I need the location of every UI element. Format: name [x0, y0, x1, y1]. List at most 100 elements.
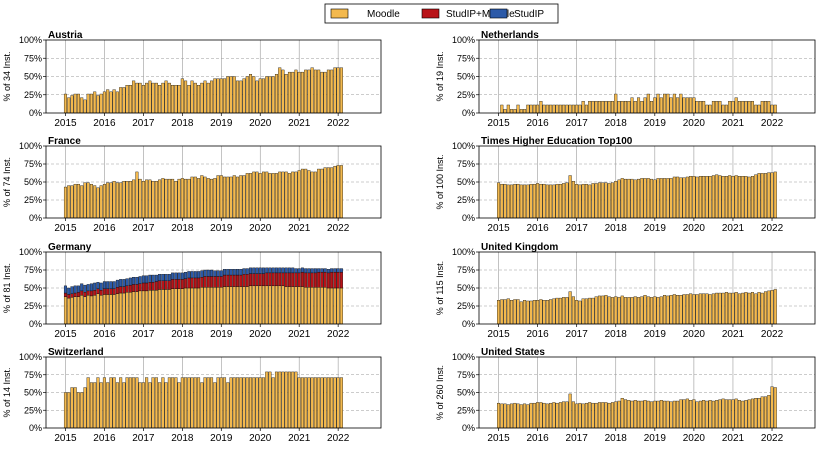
- bar-moodle: [180, 377, 184, 429]
- bar-studip: [336, 268, 340, 273]
- bar-moodle: [685, 398, 689, 429]
- bar-moodle: [659, 97, 663, 114]
- bar-moodle: [591, 183, 595, 219]
- bar-moodle: [750, 176, 754, 219]
- bar-moodle: [125, 181, 129, 219]
- x-tick-label: 2017: [132, 329, 155, 340]
- bar-moodle: [620, 178, 624, 219]
- y-tick-label: 75%: [24, 370, 42, 380]
- bar-moodle: [180, 178, 184, 219]
- y-tick-label: 0%: [29, 108, 42, 118]
- x-tick-label: 2020: [249, 118, 272, 129]
- panel-switzerland: Switzerland 0% 25% 50% 75% 100% 2015 2016 2017 20…: [2, 347, 382, 444]
- bar-studip: [141, 275, 145, 284]
- bar-studip-moodle: [138, 283, 142, 292]
- x-tick-label: 2021: [288, 433, 311, 444]
- bar-moodle: [216, 78, 220, 114]
- bar-moodle: [705, 400, 709, 429]
- bar-moodle: [754, 104, 758, 114]
- bar-moodle: [148, 289, 152, 325]
- bar-moodle: [122, 181, 126, 219]
- bar-moodle: [278, 285, 282, 325]
- bar-studip-moodle: [171, 279, 175, 289]
- bar-studip-moodle: [180, 279, 184, 289]
- panel-title: United Kingdom: [481, 242, 558, 253]
- bar-moodle: [597, 295, 601, 325]
- bar-moodle: [685, 294, 689, 325]
- panel-austria: Austria 0% 25% 50% 75% 100% 2015 2016 2017 2018 20…: [2, 30, 382, 129]
- bar-moodle: [627, 178, 631, 219]
- bar-moodle: [597, 402, 601, 429]
- bar-moodle: [663, 93, 667, 114]
- bar-moodle: [724, 104, 728, 114]
- bar-studip-moodle: [174, 279, 178, 289]
- bar-moodle: [526, 300, 530, 325]
- bar-moodle: [711, 293, 715, 325]
- y-axis-label: % of 81 Inst.: [2, 263, 12, 313]
- bar-studip-moodle: [145, 282, 149, 292]
- bar-moodle: [255, 171, 259, 219]
- bar-moodle: [656, 93, 660, 114]
- bar-moodle: [161, 377, 165, 429]
- bar-moodle: [620, 295, 624, 325]
- bar-moodle: [171, 288, 175, 325]
- bar-moodle: [67, 185, 71, 219]
- bar-moodle: [274, 74, 278, 114]
- bar-moodle: [307, 377, 311, 429]
- x-tick-label: 2015: [54, 433, 77, 444]
- bar-moodle: [274, 285, 278, 325]
- bar-moodle: [653, 179, 657, 219]
- bar-moodle: [200, 175, 204, 219]
- bar-moodle: [767, 172, 771, 219]
- bar-moodle: [689, 400, 693, 429]
- bar-moodle: [627, 400, 631, 429]
- y-tick-label: 100%: [19, 141, 42, 151]
- bar-moodle: [154, 181, 158, 219]
- bar-moodle: [650, 101, 654, 114]
- bar-moodle: [236, 286, 240, 325]
- bar-moodle: [698, 293, 702, 325]
- panel-title: Germany: [48, 242, 92, 253]
- bar-moodle: [669, 97, 673, 114]
- bar-moodle: [161, 82, 165, 114]
- bar-moodle: [145, 82, 149, 114]
- bar-moodle: [151, 181, 155, 219]
- bar-moodle: [164, 80, 168, 114]
- bar-studip: [297, 268, 301, 274]
- bar-moodle: [223, 176, 227, 219]
- bar-moodle: [213, 78, 217, 114]
- bar-studip-moodle: [216, 276, 220, 288]
- bar-moodle: [219, 377, 223, 429]
- bar-moodle: [236, 377, 240, 429]
- bar-moodle: [770, 172, 774, 219]
- bar-moodle: [555, 183, 559, 219]
- x-tick-label: 2016: [93, 118, 116, 129]
- bar-moodle: [141, 382, 145, 429]
- bar-studip: [242, 268, 246, 275]
- bar-moodle: [89, 183, 93, 219]
- bar-studip: [187, 271, 191, 279]
- bar-moodle: [500, 299, 504, 325]
- bar-moodle: [633, 296, 637, 325]
- bar-moodle: [206, 377, 210, 429]
- bar-moodle: [718, 101, 722, 114]
- bar-studip: [177, 272, 181, 280]
- bar-moodle: [734, 97, 738, 114]
- bar-moodle: [70, 185, 74, 219]
- bar-moodle: [757, 398, 761, 429]
- bar-moodle: [744, 176, 748, 219]
- bar-moodle: [339, 67, 343, 114]
- bar-moodle: [135, 82, 139, 114]
- bar-moodle: [167, 377, 171, 429]
- bar-studip-moodle: [67, 294, 71, 299]
- bar-moodle: [307, 287, 311, 325]
- bar-moodle: [513, 299, 517, 325]
- bar-moodle: [513, 183, 517, 219]
- bar-moodle: [330, 377, 334, 429]
- x-tick-label: 2022: [761, 118, 784, 129]
- bar-studip: [151, 274, 155, 283]
- bar-moodle: [711, 175, 715, 219]
- bar-moodle: [578, 300, 582, 325]
- x-tick-label: 2018: [605, 223, 628, 234]
- bar-moodle: [99, 185, 103, 219]
